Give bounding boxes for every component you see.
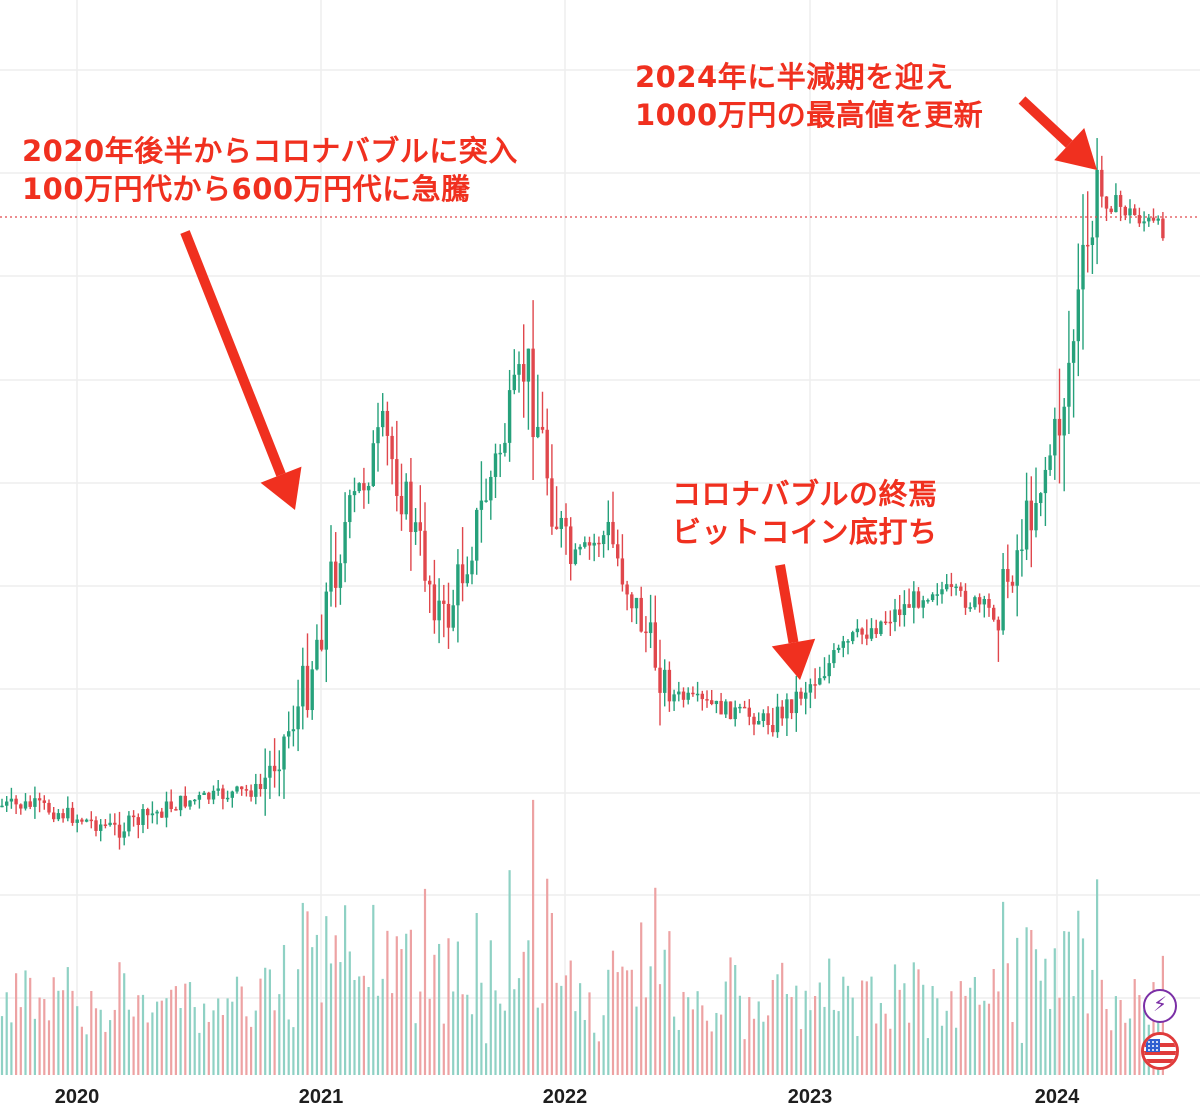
x-tick-2023: 2023 <box>787 1086 833 1108</box>
annotation-line: コロナバブルの終焉 <box>672 477 938 511</box>
annotation-line: 1000万円の最高値を更新 <box>635 98 984 132</box>
annotation-covid-bubble: 2020年後半からコロナバブルに突入 100万円代から600万円代に急騰 <box>22 132 518 208</box>
annotation-line: 2020年後半からコロナバブルに突入 <box>22 134 518 168</box>
bolt-icon[interactable]: ⚡ <box>1143 989 1177 1023</box>
x-tick-2022: 2022 <box>542 1086 588 1108</box>
x-tick-2020: 2020 <box>54 1086 100 1108</box>
annotation-line: 100万円代から600万円代に急騰 <box>22 172 471 206</box>
x-tick-2024: 2024 <box>1034 1086 1080 1108</box>
annotation-line: ビットコイン底打ち <box>672 515 938 549</box>
annotation-bubble-end: コロナバブルの終焉 ビットコイン底打ち <box>672 475 938 551</box>
us-flag-icon[interactable] <box>1141 1032 1179 1070</box>
annotation-line: 2024年に半減期を迎え <box>635 60 954 94</box>
annotation-halving-2024: 2024年に半減期を迎え 1000万円の最高値を更新 <box>635 58 983 134</box>
x-tick-2021: 2021 <box>298 1086 344 1108</box>
